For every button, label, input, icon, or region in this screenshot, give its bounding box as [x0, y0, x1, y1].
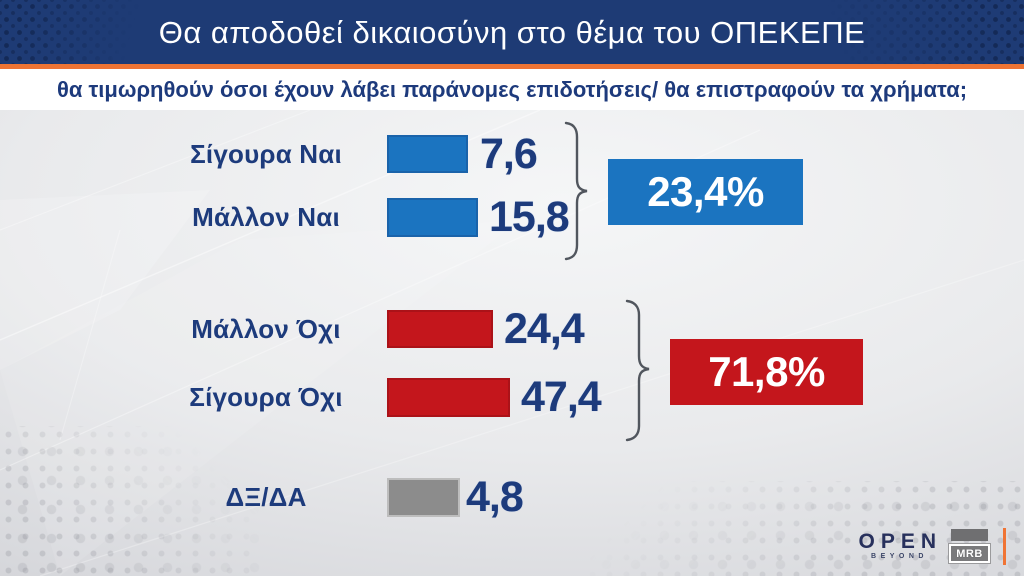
bar-sigoura-ochi — [387, 378, 510, 417]
bar-mallon-nai — [387, 198, 478, 237]
mrb-logo-bar — [951, 529, 988, 541]
question-band: θα τιμωρηθούν όσοι έχουν λάβει παράνομες… — [0, 69, 1024, 110]
bar-mallon-ochi — [387, 310, 493, 348]
header-dots-pattern-left — [0, 0, 170, 64]
category-label: Μάλλον Ναι — [192, 202, 340, 232]
bar-value: 24,4 — [504, 304, 585, 353]
question-text: θα τιμωρηθούν όσοι έχουν λάβει παράνομες… — [56, 77, 968, 102]
bar-value: 15,8 — [489, 193, 570, 241]
background-texture-lines — [0, 110, 1024, 576]
category-label: Μάλλον Όχι — [191, 313, 341, 344]
mrb-logo-text: MRB — [956, 547, 983, 560]
bar-value: 7,6 — [480, 129, 538, 178]
bar-sigoura-nai — [387, 135, 468, 173]
header-dots-pattern-right — [794, 0, 1024, 64]
open-logo-text: OPEN — [858, 529, 942, 553]
footer-orange-divider — [1003, 527, 1006, 565]
category-label: Σίγουρα Όχι — [189, 382, 343, 412]
no-total-box: 71,8% — [670, 339, 863, 405]
header-bar: Θα αποδοθεί δικαιοσύνη στο θέμα του ΟΠΕΚ… — [0, 0, 1024, 64]
category-label: Σίγουρα Ναι — [190, 138, 342, 169]
bar-value: 47,4 — [521, 373, 602, 421]
mrb-logo-box: MRB — [948, 543, 991, 564]
open-logo-tagline: BEYOND — [871, 552, 928, 560]
open-tv-logo: OPEN BEYOND — [858, 531, 936, 561]
bar-value: 4,8 — [466, 473, 524, 521]
category-label: ΔΞ/ΔΑ — [225, 482, 307, 512]
footer-logos: OPEN BEYOND MRB — [858, 524, 1006, 568]
mrb-logo: MRB — [948, 529, 991, 564]
orange-divider — [0, 64, 1024, 69]
texture-dots-bottom-left — [0, 426, 260, 576]
page-title: Θα αποδοθεί δικαιοσύνη στο θέμα του ΟΠΕΚ… — [158, 15, 866, 50]
bar-dxda — [387, 478, 460, 517]
yes-total-box: 23,4% — [608, 159, 803, 225]
